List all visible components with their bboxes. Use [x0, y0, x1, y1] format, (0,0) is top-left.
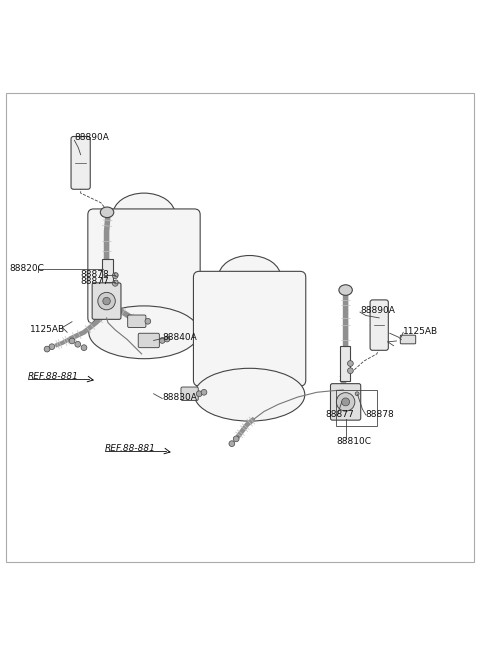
- Circle shape: [69, 338, 75, 344]
- Circle shape: [75, 341, 81, 347]
- Ellipse shape: [194, 368, 305, 421]
- FancyBboxPatch shape: [400, 335, 416, 344]
- Ellipse shape: [218, 255, 281, 299]
- Ellipse shape: [100, 207, 114, 217]
- Text: 88877: 88877: [81, 278, 109, 286]
- Ellipse shape: [336, 392, 355, 411]
- Text: 88810C: 88810C: [336, 438, 371, 446]
- Circle shape: [355, 392, 359, 396]
- FancyBboxPatch shape: [330, 384, 361, 420]
- Ellipse shape: [113, 193, 175, 236]
- FancyBboxPatch shape: [128, 315, 146, 328]
- Ellipse shape: [103, 297, 110, 305]
- Circle shape: [81, 345, 87, 350]
- Text: 88840A: 88840A: [162, 333, 197, 342]
- Circle shape: [201, 390, 207, 395]
- Text: 1125AB: 1125AB: [30, 326, 65, 335]
- FancyBboxPatch shape: [92, 283, 121, 320]
- Circle shape: [114, 272, 118, 276]
- Circle shape: [112, 272, 118, 278]
- Text: 88830A: 88830A: [162, 392, 197, 402]
- Ellipse shape: [98, 292, 115, 310]
- FancyBboxPatch shape: [102, 259, 113, 295]
- Bar: [336, 390, 377, 426]
- Text: 88890A: 88890A: [74, 134, 109, 142]
- Circle shape: [348, 368, 353, 373]
- Text: REF.88-881: REF.88-881: [28, 372, 79, 381]
- Circle shape: [196, 391, 202, 397]
- Circle shape: [114, 280, 118, 284]
- Circle shape: [49, 344, 55, 350]
- Text: REF.88-881: REF.88-881: [105, 444, 156, 453]
- Circle shape: [348, 361, 353, 366]
- FancyBboxPatch shape: [88, 209, 200, 324]
- Circle shape: [159, 337, 165, 343]
- Circle shape: [229, 441, 235, 447]
- Ellipse shape: [342, 398, 349, 406]
- Text: 88890A: 88890A: [360, 306, 395, 315]
- Text: 1125AB: 1125AB: [403, 327, 438, 336]
- Circle shape: [145, 318, 151, 324]
- FancyBboxPatch shape: [181, 387, 198, 400]
- Circle shape: [112, 280, 118, 286]
- Circle shape: [164, 336, 170, 342]
- Ellipse shape: [89, 306, 199, 359]
- Circle shape: [233, 436, 239, 441]
- Text: 88878: 88878: [366, 411, 395, 419]
- Circle shape: [44, 346, 50, 352]
- Text: 88877: 88877: [325, 411, 354, 419]
- Ellipse shape: [339, 285, 352, 295]
- Text: 88820C: 88820C: [10, 265, 45, 273]
- FancyBboxPatch shape: [370, 300, 388, 350]
- FancyBboxPatch shape: [71, 136, 90, 189]
- Text: 88878: 88878: [81, 271, 109, 279]
- FancyBboxPatch shape: [138, 333, 159, 348]
- FancyBboxPatch shape: [340, 346, 350, 381]
- FancyBboxPatch shape: [193, 271, 306, 386]
